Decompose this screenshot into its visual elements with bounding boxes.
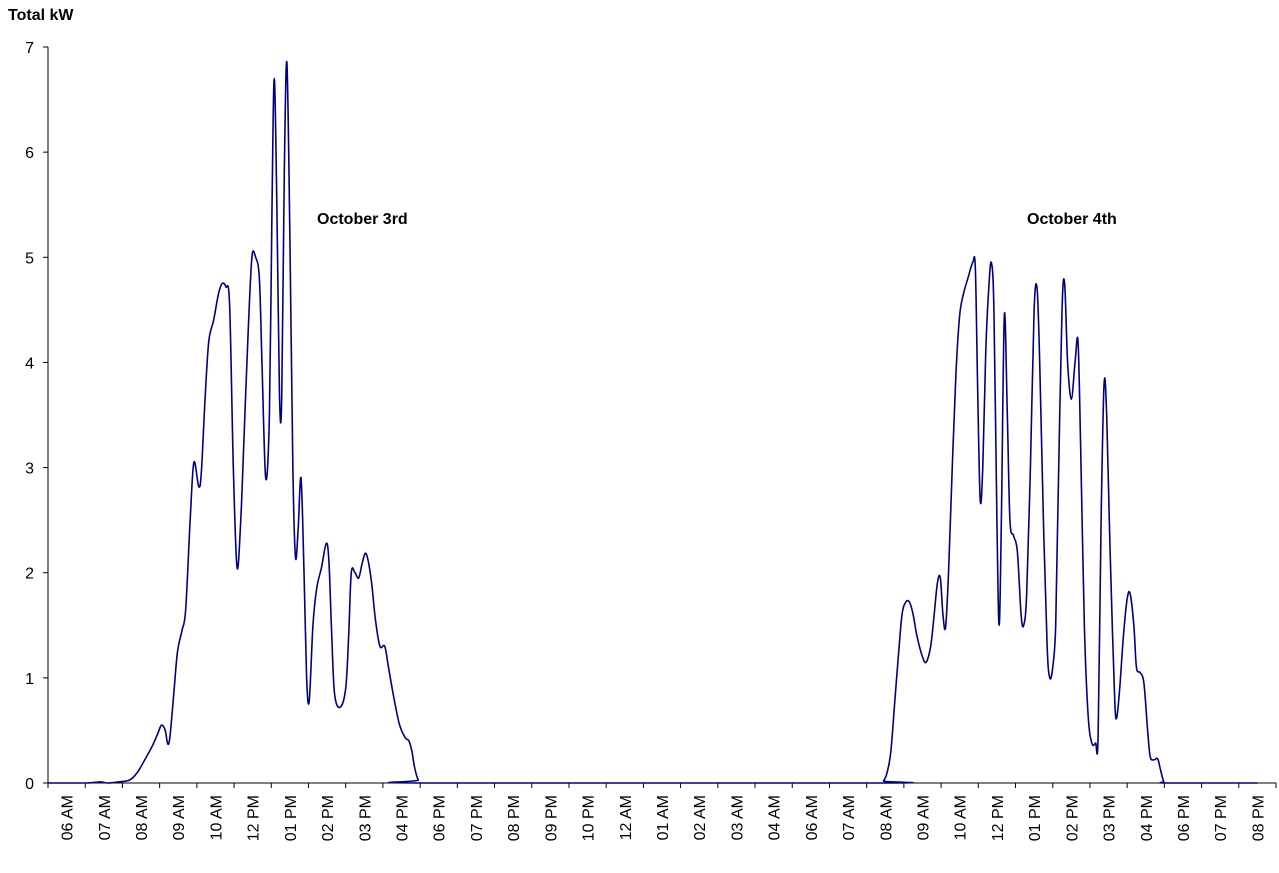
x-tick-label: 09 PM <box>543 795 560 841</box>
x-tick-label: 08 AM <box>134 795 151 840</box>
x-tick-label: 08 PM <box>506 795 523 841</box>
y-tick-label: 2 <box>25 566 34 583</box>
x-tick-label: 03 AM <box>729 795 746 840</box>
y-tick-label: 5 <box>25 250 34 267</box>
y-axis-title: Total kW <box>8 7 74 24</box>
series-line-total-kw <box>47 60 1258 784</box>
x-tick-label: 06 PM <box>432 795 449 841</box>
annotation-october-4th: October 4th <box>1027 211 1117 228</box>
annotation-october-3rd: October 3rd <box>317 211 408 228</box>
x-tick-label: 04 PM <box>395 795 412 841</box>
y-tick-label: 7 <box>25 40 34 57</box>
x-tick-label: 10 AM <box>953 795 970 840</box>
x-tick-label: 02 PM <box>320 795 337 841</box>
x-tick-label: 03 PM <box>357 795 374 841</box>
y-tick-label: 1 <box>25 671 34 688</box>
y-tick-label: 4 <box>25 355 34 372</box>
series-layer <box>47 60 1258 784</box>
x-tick-label: 06 PM <box>1176 795 1193 841</box>
x-tick-label: 01 PM <box>1027 795 1044 841</box>
y-tick-label: 0 <box>25 776 34 793</box>
x-tick-label: 08 AM <box>878 795 895 840</box>
x-tick-label: 12 AM <box>618 795 635 840</box>
x-tick-label: 02 PM <box>1064 795 1081 841</box>
y-tick-label: 6 <box>25 145 34 162</box>
x-tick-label: 03 PM <box>1102 795 1119 841</box>
x-tick-label: 10 PM <box>581 795 598 841</box>
x-tick-label: 07 PM <box>469 795 486 841</box>
x-tick-label: 07 AM <box>841 795 858 840</box>
x-tick-label: 12 PM <box>246 795 263 841</box>
x-tick-label: 04 PM <box>1139 795 1156 841</box>
x-tick-label: 09 AM <box>915 795 932 840</box>
x-tick-label: 04 AM <box>767 795 784 840</box>
x-tick-label: 02 AM <box>692 795 709 840</box>
x-tick-label: 12 PM <box>990 795 1007 841</box>
x-axis-ticks: 06 AM 07 AM 08 AM 09 AM 10 AM 12 PM 01 PM 02 PM… <box>47 783 1277 841</box>
y-axis-ticks: 0 1 2 3 4 5 6 7 <box>25 40 48 793</box>
x-tick-label: 07 AM <box>97 795 114 840</box>
x-tick-label: 09 AM <box>171 795 188 840</box>
x-tick-label: 06 AM <box>60 795 77 840</box>
y-tick-label: 3 <box>25 461 34 478</box>
x-tick-label: 06 AM <box>804 795 821 840</box>
x-tick-label: 01 PM <box>283 795 300 841</box>
x-tick-label: 01 AM <box>655 795 672 840</box>
x-tick-label: 10 AM <box>208 795 225 840</box>
x-tick-label: 07 PM <box>1213 795 1230 841</box>
x-tick-label: 08 PM <box>1250 795 1267 841</box>
